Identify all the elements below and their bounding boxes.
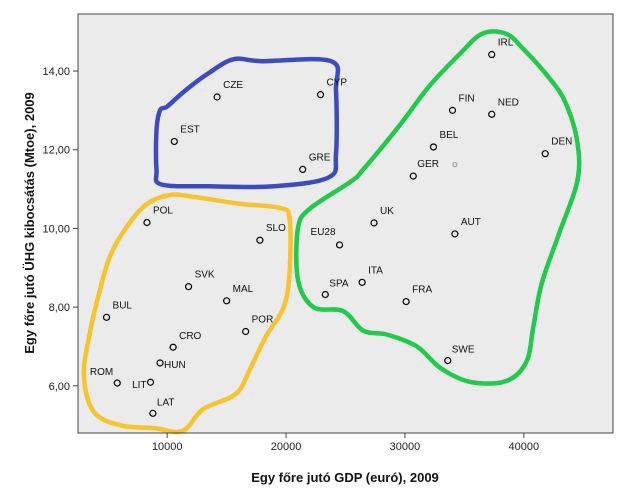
point-irl	[488, 50, 496, 59]
point-label-gre: GRE	[309, 152, 331, 163]
point-label-irl: IRL	[498, 38, 514, 49]
plot-frame	[77, 13, 614, 434]
point-label-hun: HUN	[164, 360, 186, 371]
point-label-slo: SLO	[266, 223, 286, 234]
x-axis-title: Egy főre jutó GDP (euró), 2009	[251, 470, 439, 485]
y-tick-label-0: 6,00	[49, 381, 70, 393]
point-lit	[146, 378, 155, 386]
point-cyp	[316, 91, 325, 99]
point-label-uk: UK	[380, 206, 394, 217]
point-hun	[156, 359, 164, 367]
point-ned	[488, 110, 496, 118]
axes: 10000 20000 30000 40000 6,00 8,00 10,00 12,00 14…	[42, 66, 539, 453]
point-swe	[444, 357, 452, 365]
point-label-den: DEN	[551, 137, 572, 148]
y-tick-label-1: 8,00	[49, 302, 70, 314]
point-ita	[358, 278, 366, 286]
group-outlines	[81, 29, 582, 435]
point-bul	[102, 313, 111, 321]
unlabeled-point-1	[452, 162, 458, 168]
point-bel	[429, 143, 438, 151]
point-eu28	[335, 241, 344, 249]
group-outline-3	[81, 192, 293, 435]
point-label-cro: CRO	[179, 331, 201, 342]
point-label-mal: MAL	[233, 284, 254, 295]
point-label-pol: POL	[153, 206, 173, 217]
point-aut	[451, 230, 459, 238]
point-est	[170, 137, 178, 146]
point-svk	[184, 283, 193, 291]
point-label-aut: AUT	[461, 217, 481, 228]
point-label-swe: SWE	[452, 345, 475, 356]
point-por	[242, 327, 250, 336]
point-label-ita: ITA	[368, 265, 383, 276]
x-tick-label-0: 10000	[152, 441, 183, 453]
y-tick-label-2: 10,00	[42, 223, 70, 235]
group-outline-1	[153, 56, 341, 190]
point-label-rom: ROM	[90, 367, 113, 378]
data-points: IRL FIN NED BEL DEN GER UK AUT EU28 ITA SPA FRA SWE C…	[90, 38, 572, 417]
x-tick-label-3: 40000	[509, 441, 540, 453]
point-spa	[321, 290, 329, 299]
point-label-fin: FIN	[459, 93, 475, 104]
point-label-fra: FRA	[412, 285, 432, 296]
x-tick-label-1: 20000	[271, 441, 302, 453]
point-den	[541, 150, 549, 158]
y-tick-label-4: 14,00	[42, 66, 70, 78]
point-label-ned: NED	[498, 97, 519, 108]
point-pol	[143, 218, 151, 227]
point-label-bul: BUL	[113, 300, 133, 311]
group-outline-2	[294, 29, 582, 386]
point-cze	[213, 93, 221, 101]
point-label-cze: CZE	[223, 80, 243, 91]
point-label-cyp: CYP	[327, 78, 348, 89]
point-label-ger: GER	[417, 159, 439, 170]
point-slo	[256, 236, 264, 244]
point-mal	[223, 297, 231, 305]
point-lat	[149, 409, 157, 417]
x-tick-label-2: 30000	[390, 441, 421, 453]
point-fin	[448, 106, 457, 114]
point-label-lat: LAT	[157, 397, 175, 408]
point-label-bel: BEL	[439, 130, 458, 141]
point-label-est: EST	[180, 124, 199, 135]
point-label-eu28: EU28	[311, 227, 336, 238]
point-label-lit: LIT	[132, 380, 146, 391]
point-label-svk: SVK	[195, 270, 215, 281]
point-label-por: POR	[252, 314, 274, 325]
point-rom	[113, 379, 121, 387]
point-cro	[169, 343, 177, 351]
point-fra	[402, 297, 410, 306]
point-label-spa: SPA	[329, 279, 349, 290]
point-gre	[299, 165, 307, 174]
y-axis-title: Egy főre jutó ÜHG kibocsátás (Mtoe), 200…	[22, 92, 37, 354]
y-tick-label-3: 12,00	[42, 145, 70, 157]
point-uk	[370, 219, 378, 227]
point-ger	[409, 172, 417, 180]
